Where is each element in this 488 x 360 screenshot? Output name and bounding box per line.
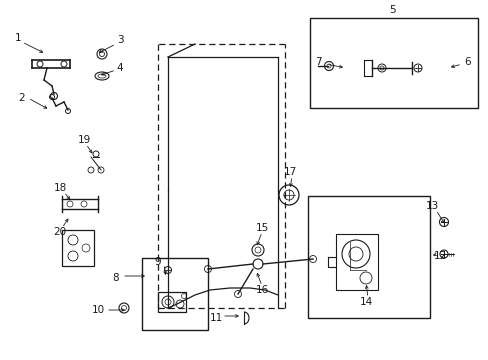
Text: 7: 7 [314, 57, 321, 67]
Text: 17: 17 [283, 167, 296, 177]
Text: 2: 2 [19, 93, 25, 103]
Text: 6: 6 [464, 57, 470, 67]
Text: 12: 12 [432, 251, 446, 261]
Text: 14: 14 [359, 297, 372, 307]
Text: 11: 11 [209, 313, 222, 323]
Bar [309, 18, 477, 108]
Text: 8: 8 [112, 273, 119, 283]
Bar [307, 196, 429, 318]
Text: 13: 13 [425, 201, 438, 211]
Text: 18: 18 [53, 183, 66, 193]
Text: 3: 3 [117, 35, 123, 45]
Bar [62, 230, 94, 266]
Text: 19: 19 [77, 135, 90, 145]
Text: 15: 15 [255, 223, 268, 233]
Text: 9: 9 [154, 257, 161, 267]
Text: 5: 5 [388, 5, 394, 15]
Text: 10: 10 [91, 305, 104, 315]
Text: 20: 20 [53, 227, 66, 237]
Text: 4: 4 [117, 63, 123, 73]
Bar [158, 292, 185, 312]
Text: 1: 1 [15, 33, 21, 43]
Bar [142, 258, 207, 330]
Text: 16: 16 [255, 285, 268, 295]
